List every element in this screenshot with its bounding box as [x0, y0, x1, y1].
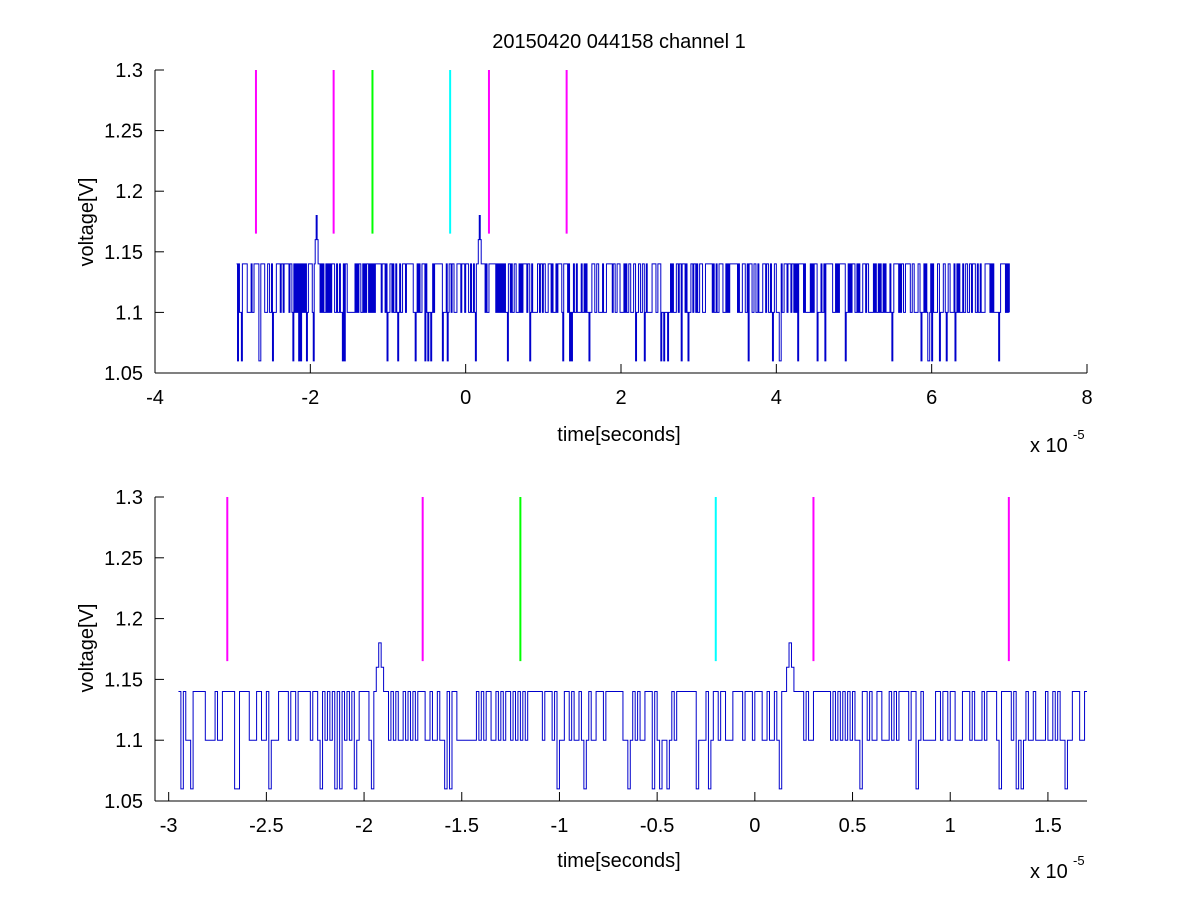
x-tick-label: 0 — [749, 815, 760, 837]
x-tick-label: 0.5 — [839, 815, 867, 837]
voltage-trace — [236, 214, 1010, 362]
y-tick-label: 1.15 — [104, 242, 143, 264]
y-tick-label: 1.2 — [115, 609, 143, 631]
x-tick-label: -2 — [301, 387, 319, 409]
y-tick-label: 1.15 — [104, 669, 143, 691]
x-tick-label: -1 — [551, 815, 569, 837]
x-tick-label: 6 — [926, 387, 937, 409]
bottom-ticks: -3 -2.5 -2 -1.5 -1 -0.5 0 0.5 1 1.5 1.05 1.1 1.15 1.2… — [104, 487, 1062, 837]
bottom-x-multiplier: x 10 — [1030, 861, 1068, 883]
x-tick-label: 8 — [1081, 387, 1092, 409]
x-tick-label: -3 — [160, 815, 178, 837]
bottom-data-marks — [178, 497, 1087, 790]
y-tick-label: 1.25 — [104, 121, 143, 143]
x-tick-label: 2 — [615, 387, 626, 409]
bottom-x-axis-label: time[seconds] — [557, 850, 680, 872]
x-tick-label: -4 — [146, 387, 164, 409]
top-x-multiplier-exponent: -5 — [1073, 427, 1085, 442]
bottom-axes-frame — [154, 497, 1087, 802]
voltage-trace — [178, 642, 1087, 790]
bottom-axes: -3 -2.5 -2 -1.5 -1 -0.5 0 0.5 1 1.5 1.05 1.1 1.15 1.2… — [76, 487, 1087, 883]
x-tick-label: -1.5 — [445, 815, 479, 837]
x-tick-label: -2.5 — [249, 815, 283, 837]
x-tick-label: 4 — [771, 387, 782, 409]
x-tick-label: 0 — [460, 387, 471, 409]
x-tick-label: -0.5 — [640, 815, 674, 837]
y-tick-label: 1.05 — [104, 791, 143, 813]
top-x-axis-label: time[seconds] — [557, 424, 680, 446]
x-tick-label: -2 — [355, 815, 373, 837]
bottom-y-axis-label: voltage[V] — [76, 604, 98, 693]
y-tick-label: 1.1 — [115, 730, 143, 752]
top-x-multiplier: x 10 — [1030, 435, 1068, 457]
top-data-marks — [236, 70, 1010, 362]
y-tick-label: 1.05 — [104, 363, 143, 385]
x-tick-label: 1.5 — [1034, 815, 1062, 837]
y-tick-label: 1.25 — [104, 548, 143, 570]
y-tick-label: 1.3 — [115, 60, 143, 82]
x-tick-label: 1 — [945, 815, 956, 837]
y-tick-label: 1.2 — [115, 181, 143, 203]
top-ticks: -4 -2 0 2 4 6 8 1.05 1.1 1.15 1.2 1.25 1.3 — [104, 60, 1093, 409]
top-y-axis-label: voltage[V] — [76, 178, 98, 267]
chart-title: 20150420 044158 channel 1 — [492, 31, 746, 53]
top-axes: -4 -2 0 2 4 6 8 1.05 1.1 1.15 1.2 1.25 1.3 time[seco… — [76, 60, 1093, 457]
y-tick-label: 1.1 — [115, 302, 143, 324]
y-tick-label: 1.3 — [115, 487, 143, 509]
bottom-x-multiplier-exponent: -5 — [1073, 853, 1085, 868]
